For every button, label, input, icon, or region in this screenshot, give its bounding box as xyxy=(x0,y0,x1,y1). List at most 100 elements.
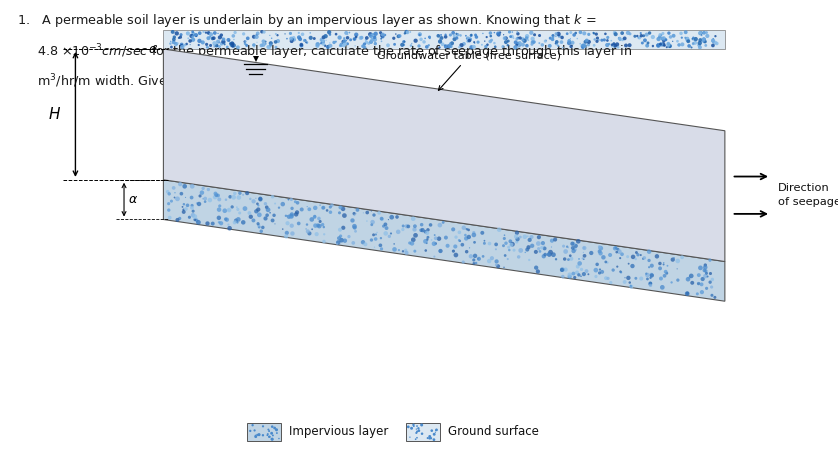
Point xyxy=(682,274,696,282)
Point xyxy=(575,266,588,273)
Point xyxy=(439,234,453,241)
Point xyxy=(464,253,478,260)
Point xyxy=(365,236,378,244)
Point xyxy=(413,30,427,38)
Point xyxy=(699,42,712,49)
Point xyxy=(708,294,722,301)
Point xyxy=(368,34,381,41)
Point xyxy=(422,42,436,49)
Point xyxy=(511,30,525,37)
Point xyxy=(376,31,390,38)
Point xyxy=(174,31,188,38)
Point xyxy=(592,269,606,276)
Point xyxy=(259,215,272,222)
Text: Ground surface: Ground surface xyxy=(448,425,539,439)
Point xyxy=(248,427,261,434)
Point xyxy=(447,29,460,36)
Point xyxy=(484,32,498,40)
Point xyxy=(550,255,563,263)
Point xyxy=(393,32,406,40)
Point xyxy=(613,255,627,262)
Point xyxy=(190,216,204,224)
Polygon shape xyxy=(247,423,281,441)
Point xyxy=(697,35,711,43)
Point xyxy=(582,270,595,278)
Point xyxy=(594,244,608,252)
Point xyxy=(264,42,277,49)
Point xyxy=(597,254,610,261)
Point xyxy=(396,222,410,230)
Point xyxy=(313,201,327,209)
Point xyxy=(538,245,551,252)
Point xyxy=(256,41,270,49)
Point xyxy=(469,259,483,267)
Point xyxy=(382,216,396,223)
Point xyxy=(593,248,607,255)
Point xyxy=(305,216,318,223)
Point xyxy=(577,29,591,37)
Point xyxy=(485,36,499,44)
Point xyxy=(483,240,496,248)
Point xyxy=(204,42,217,49)
Point xyxy=(467,256,480,264)
Point xyxy=(263,209,277,217)
Point xyxy=(329,30,343,38)
Point xyxy=(692,42,706,49)
Point xyxy=(399,247,412,254)
Point xyxy=(681,36,695,44)
Point xyxy=(428,231,442,239)
Point xyxy=(694,264,707,272)
Point xyxy=(199,29,213,36)
Point xyxy=(456,241,469,248)
Point xyxy=(510,28,524,35)
Point xyxy=(163,214,177,221)
Point xyxy=(175,41,189,48)
Point xyxy=(424,434,437,442)
Point xyxy=(542,251,556,258)
Point xyxy=(285,37,298,45)
Point xyxy=(455,42,468,49)
Point xyxy=(429,426,442,434)
Point xyxy=(651,42,665,49)
Point xyxy=(357,209,370,217)
Point xyxy=(362,40,375,47)
Point xyxy=(549,40,562,47)
Point xyxy=(189,33,203,40)
Point xyxy=(333,234,346,242)
Point xyxy=(699,263,712,271)
Point xyxy=(346,217,360,224)
Point xyxy=(315,36,328,43)
Point xyxy=(196,195,210,203)
Point xyxy=(585,249,598,257)
Point xyxy=(166,28,179,35)
Point xyxy=(236,191,250,198)
Point xyxy=(442,42,456,50)
Point xyxy=(209,193,222,201)
Point xyxy=(468,252,482,260)
Point xyxy=(293,35,307,43)
Point xyxy=(599,275,613,282)
Point xyxy=(561,244,575,251)
Point xyxy=(270,426,283,433)
Point xyxy=(391,213,404,221)
Point xyxy=(313,218,327,225)
Point xyxy=(252,222,266,229)
Point xyxy=(576,255,589,262)
Point xyxy=(582,38,596,46)
Point xyxy=(243,209,256,217)
Point xyxy=(465,43,478,51)
Point xyxy=(505,241,519,248)
Point xyxy=(514,247,527,254)
Point xyxy=(291,199,304,206)
Point xyxy=(186,212,199,219)
Point xyxy=(478,237,491,245)
Point xyxy=(250,31,263,39)
Point xyxy=(288,198,302,205)
Point xyxy=(405,42,418,50)
Point xyxy=(285,211,298,218)
Point xyxy=(567,240,581,248)
Point xyxy=(421,229,434,237)
Point xyxy=(563,273,577,280)
Point xyxy=(210,42,223,49)
Point xyxy=(212,206,225,213)
